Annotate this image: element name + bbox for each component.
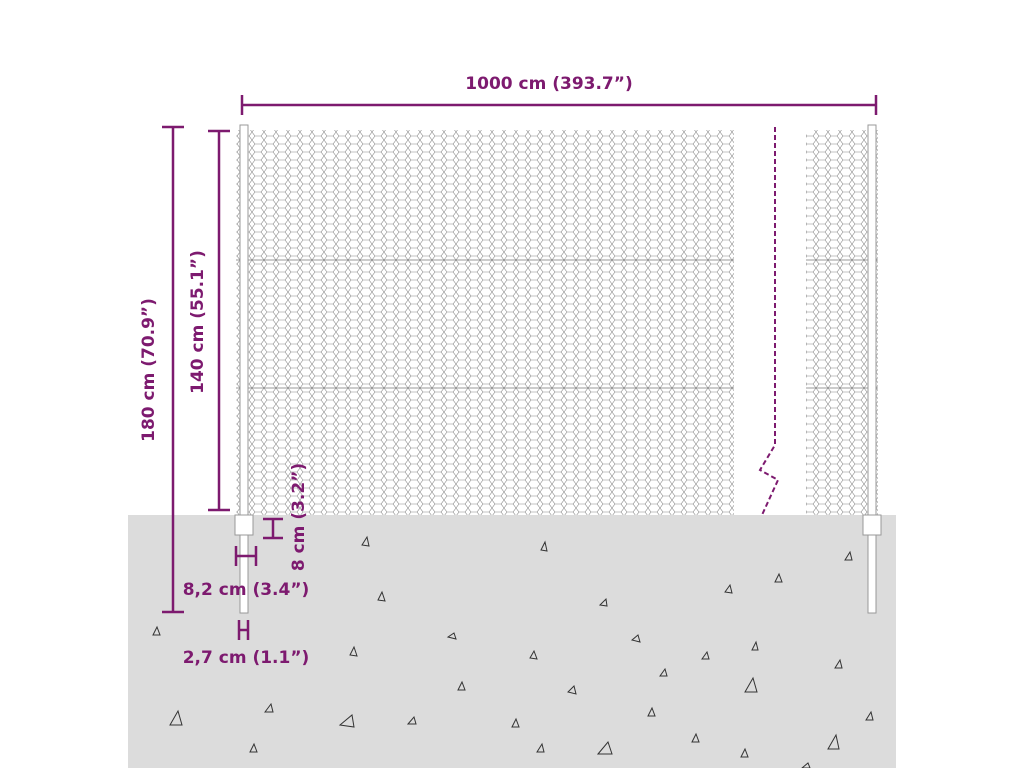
- posts: [234, 124, 882, 614]
- base-height-label: 8 cm (3.2”): [289, 463, 309, 571]
- post-width-label: 2,7 cm (1.1”): [183, 648, 310, 668]
- ground-stones: [152, 535, 874, 768]
- dimension-lines: [162, 95, 878, 640]
- mesh-height-label: 140 cm (55.1”): [188, 250, 208, 394]
- width-label: 1000 cm (393.7”): [465, 74, 632, 94]
- fence-mesh: [236, 127, 878, 516]
- base-width-label: 8,2 cm (3.4”): [183, 580, 310, 600]
- total-height-label: 180 cm (70.9”): [139, 298, 159, 442]
